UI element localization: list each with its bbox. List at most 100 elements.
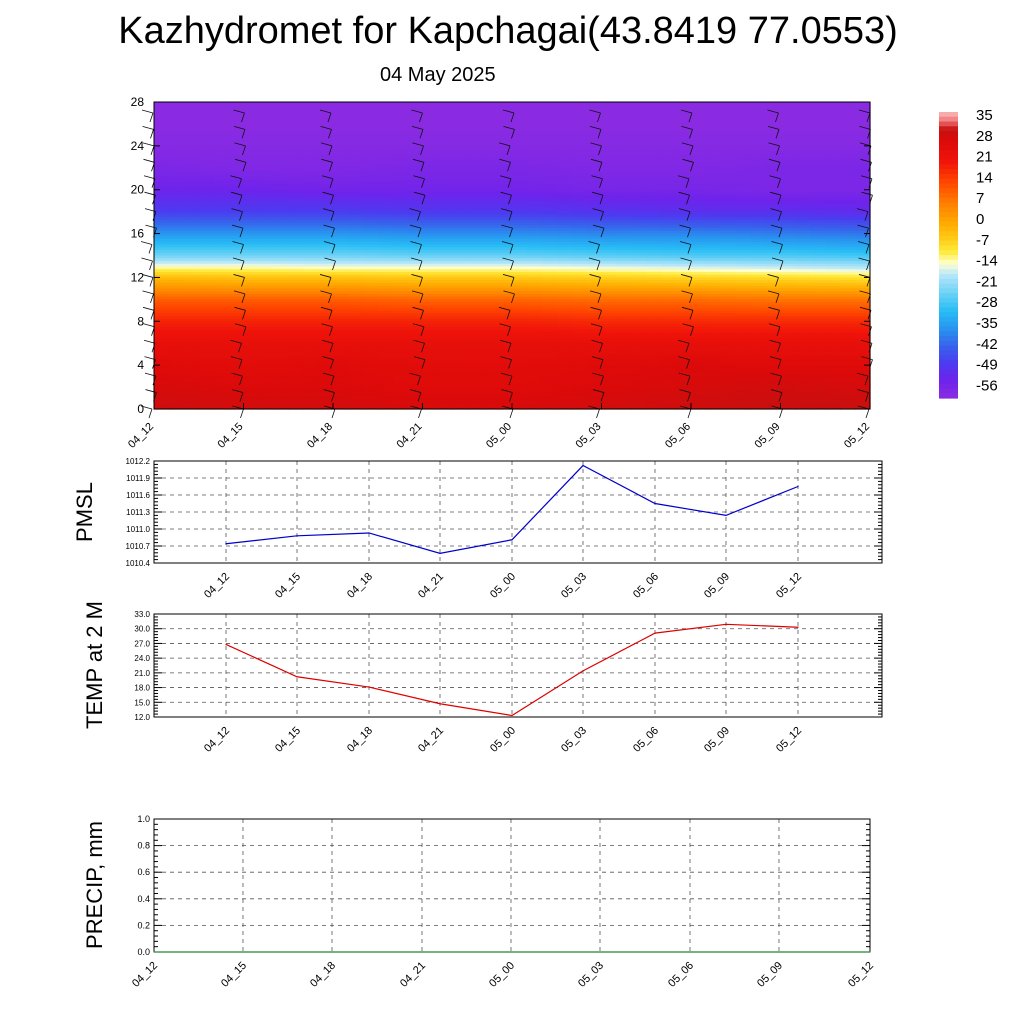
heat-cell (646, 359, 662, 363)
heat-cell (735, 348, 752, 353)
heat-cell (273, 329, 289, 333)
heat-cell (243, 159, 260, 163)
heat-cell (512, 241, 528, 246)
heat-cell (482, 307, 498, 311)
heat-cell (795, 356, 811, 361)
heat-cell (601, 129, 618, 133)
heat-cell (586, 304, 603, 309)
heat-cell (586, 291, 603, 295)
heat-cell (616, 132, 632, 136)
heat-cell (795, 214, 811, 218)
heat-cell (213, 197, 230, 202)
heat-cell (720, 222, 737, 226)
heat-cell (601, 225, 618, 229)
heat-cell (303, 206, 319, 210)
heat-cell (198, 247, 215, 251)
heat-cell (482, 118, 498, 122)
heat-cell (810, 230, 826, 235)
heat-cell (526, 282, 543, 287)
heat-cell (735, 134, 752, 139)
heat-cell (392, 370, 409, 374)
heat-cell (571, 351, 588, 355)
heat-cell (243, 378, 260, 383)
heat-cell (765, 129, 782, 133)
heat-cell (840, 145, 856, 150)
heat-cell (556, 156, 573, 161)
heat-cell (437, 296, 453, 300)
heat-cell (765, 288, 782, 292)
heat-cell (213, 107, 230, 111)
heat-cell (228, 222, 245, 226)
heat-cell (691, 381, 707, 385)
heat-cell (243, 176, 260, 180)
heat-cell (840, 337, 856, 342)
heat-cell (691, 334, 707, 339)
heat-cell (512, 269, 528, 273)
heat-cell (676, 326, 692, 331)
heat-cell (213, 104, 230, 109)
heat-cell (273, 222, 289, 226)
heat-cell (631, 189, 647, 194)
heat-cell (437, 302, 453, 306)
heat-cell (840, 102, 856, 106)
heat-cell (795, 299, 811, 303)
heat-cell (467, 269, 483, 273)
heat-cell (661, 195, 677, 199)
heat-cell (288, 370, 304, 374)
heat-cell (362, 129, 379, 133)
heat-cell (467, 200, 483, 205)
heat-cell (750, 370, 767, 374)
heat-cell (795, 132, 811, 136)
heat-cell (646, 348, 662, 353)
heat-cell (333, 148, 349, 152)
heat-cell (497, 134, 513, 139)
heat-cell (362, 186, 379, 191)
heat-cell (213, 310, 230, 314)
heat-cell (422, 228, 439, 232)
heat-cell (840, 170, 856, 174)
heat-cell (795, 197, 811, 202)
heat-cell (273, 255, 289, 259)
heat-cell (526, 184, 543, 188)
heat-cell (855, 334, 871, 339)
heat-cell (154, 359, 170, 363)
heat-cell (288, 137, 304, 141)
heat-cell (586, 302, 603, 306)
heat-cell (213, 250, 230, 254)
heat-cell (601, 186, 618, 191)
heat-cell (646, 340, 662, 344)
heat-cell (616, 151, 632, 155)
heat-cell (318, 137, 334, 141)
heat-cell (183, 181, 200, 185)
heat-cell (855, 304, 871, 309)
heat-cell (840, 159, 856, 163)
heat-cell (571, 173, 588, 177)
heat-cell (840, 165, 856, 169)
heat-cell (437, 165, 453, 169)
heat-cell (750, 263, 767, 268)
heat-cell (362, 156, 379, 161)
heat-cell (676, 167, 692, 172)
heat-cell (616, 269, 632, 273)
heat-cell (735, 378, 752, 383)
heat-cell (855, 280, 871, 284)
heat-cell (258, 343, 274, 347)
heat-cell (705, 137, 722, 141)
heat-cell (526, 225, 543, 229)
heat-cell (705, 332, 722, 336)
heat-cell (646, 145, 662, 150)
heat-cell (452, 373, 468, 377)
heat-cell (318, 239, 334, 243)
heat-cell (198, 104, 215, 109)
heat-cell (154, 280, 170, 284)
heat-cell (541, 373, 558, 377)
heat-cell (318, 167, 334, 172)
heat-cell (482, 167, 498, 172)
heat-cell (750, 277, 767, 281)
heat-cell (377, 250, 394, 254)
heat-cell (303, 384, 319, 388)
heat-cell (661, 315, 677, 320)
heat-cell (705, 244, 722, 248)
heat-cell (213, 134, 230, 139)
heat-cell (541, 277, 558, 281)
